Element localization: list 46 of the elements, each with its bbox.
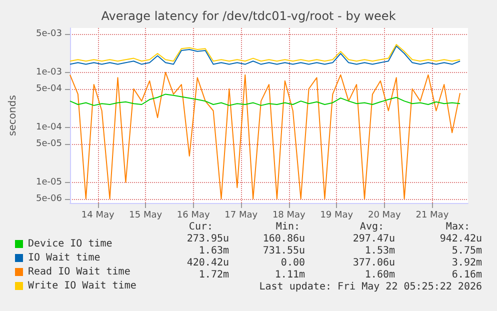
text: 297.47u	[352, 234, 396, 244]
y-tick-label: 5e-03	[36, 28, 62, 39]
legend-label: IO Wait time	[28, 252, 100, 264]
text: 273.95u	[186, 234, 230, 244]
line-series	[70, 72, 461, 200]
x-tick-label: 14 May	[81, 210, 115, 220]
x-tick-label: 20 May	[368, 210, 402, 220]
text: 160.86u	[262, 234, 306, 244]
y-tick-label: 5e-04	[36, 84, 62, 94]
text: 1.60m	[364, 270, 396, 280]
text: 731.55u	[262, 246, 306, 256]
text: Cur:	[188, 222, 214, 232]
text: Last update: Fri May 22 05:25:22 2026	[259, 282, 482, 292]
text: 942.42u	[440, 234, 482, 244]
text: 420.42u	[186, 258, 230, 268]
legend-label: Read IO Wait time	[28, 266, 130, 278]
x-tick-label: 19 May	[320, 210, 354, 220]
text: 1.53m	[364, 246, 396, 256]
text: 5.75m	[452, 246, 482, 256]
y-axis-title: seconds	[8, 95, 18, 136]
text: 3.92m	[452, 258, 482, 268]
chart-title: Average latency for /dev/tdc01-vg/root - by week	[101, 9, 396, 23]
text: Max:	[446, 222, 470, 232]
text: 1.72m	[198, 270, 230, 280]
text: 1.11m	[274, 270, 306, 280]
y-tick-label: 1e-05	[36, 177, 62, 188]
legend-label: Device IO time	[28, 238, 112, 250]
y-tick-label: 5e-06	[36, 194, 62, 204]
y-tick-label: 5e-05	[36, 138, 62, 149]
text: 6.16m	[452, 270, 482, 280]
x-tick-label: 16 May	[176, 210, 211, 220]
line-series	[70, 44, 461, 62]
x-tick-label: 17 May	[224, 210, 258, 220]
x-tick-label: 15 May	[129, 210, 163, 220]
x-tick-label: 21 May	[416, 210, 450, 220]
text: 1.63m	[198, 246, 230, 256]
legend-label: Write IO Wait time	[28, 280, 136, 292]
text: 0.00	[280, 258, 306, 268]
y-tick-label: 1e-04	[36, 122, 62, 132]
line-series	[70, 46, 461, 65]
line-series	[70, 94, 461, 106]
x-tick-label: 18 May	[272, 210, 306, 220]
y-tick-label: 1e-03	[36, 67, 62, 78]
text: Avg:	[360, 222, 384, 232]
text: 377.06u	[352, 258, 396, 268]
text: Min:	[276, 222, 300, 232]
